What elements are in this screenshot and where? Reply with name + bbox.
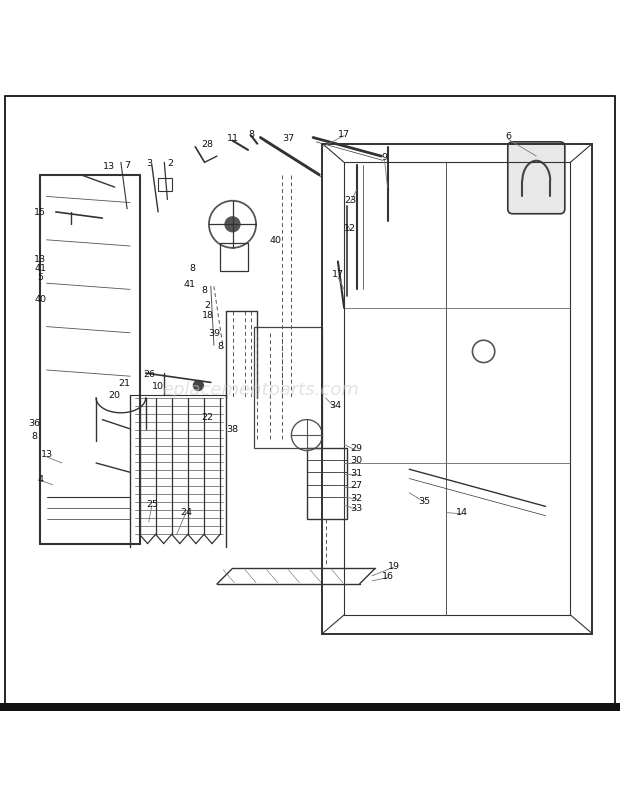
Text: 29: 29 bbox=[350, 443, 363, 452]
Text: 20: 20 bbox=[108, 391, 121, 400]
Text: 35: 35 bbox=[418, 496, 431, 505]
Text: 37: 37 bbox=[282, 134, 294, 143]
Text: 8: 8 bbox=[248, 129, 254, 138]
Text: 2: 2 bbox=[167, 159, 174, 168]
Text: 34: 34 bbox=[329, 400, 341, 409]
Circle shape bbox=[225, 218, 240, 232]
Text: 25: 25 bbox=[146, 499, 158, 508]
Text: 13: 13 bbox=[102, 161, 115, 171]
Text: 16: 16 bbox=[381, 572, 394, 581]
Text: 40: 40 bbox=[270, 236, 282, 245]
Bar bbox=[0, 703, 620, 711]
Text: 38: 38 bbox=[226, 425, 239, 434]
Text: 32: 32 bbox=[350, 493, 363, 502]
Text: 15: 15 bbox=[34, 208, 46, 217]
Text: 41: 41 bbox=[34, 264, 46, 273]
Text: 13: 13 bbox=[40, 450, 53, 459]
Text: 10: 10 bbox=[152, 381, 164, 390]
Bar bbox=[220, 243, 248, 271]
Text: 5: 5 bbox=[37, 273, 43, 282]
Text: 3: 3 bbox=[146, 159, 152, 168]
Text: 13: 13 bbox=[34, 255, 46, 263]
Text: 41: 41 bbox=[183, 279, 195, 288]
Text: 30: 30 bbox=[350, 456, 363, 465]
Text: 22: 22 bbox=[202, 413, 214, 422]
Text: 9: 9 bbox=[381, 153, 388, 161]
Bar bbox=[307, 448, 347, 520]
Text: 31: 31 bbox=[350, 468, 363, 477]
Text: 36: 36 bbox=[28, 418, 40, 428]
Text: 26: 26 bbox=[143, 369, 155, 378]
Text: 23: 23 bbox=[344, 196, 356, 205]
Text: 21: 21 bbox=[118, 378, 130, 387]
Bar bbox=[158, 178, 172, 192]
Circle shape bbox=[193, 381, 203, 391]
Text: 33: 33 bbox=[350, 503, 363, 512]
Text: 11: 11 bbox=[226, 134, 239, 143]
Text: 17: 17 bbox=[338, 129, 350, 138]
Text: 8: 8 bbox=[217, 341, 223, 350]
Text: 27: 27 bbox=[350, 481, 363, 490]
Text: 40: 40 bbox=[34, 295, 46, 304]
Text: 12: 12 bbox=[344, 223, 356, 233]
Text: 4: 4 bbox=[37, 475, 43, 483]
Text: 8: 8 bbox=[31, 431, 37, 440]
Text: 7: 7 bbox=[124, 161, 130, 169]
Text: 6: 6 bbox=[505, 132, 511, 141]
Text: 24: 24 bbox=[180, 507, 192, 516]
Text: 28: 28 bbox=[202, 140, 214, 149]
Text: 8: 8 bbox=[189, 264, 195, 273]
Text: 2: 2 bbox=[205, 301, 211, 310]
Text: 8: 8 bbox=[202, 286, 208, 295]
Text: 17: 17 bbox=[332, 270, 344, 279]
Text: 14: 14 bbox=[456, 507, 468, 516]
Text: 39: 39 bbox=[208, 329, 220, 338]
Bar bbox=[254, 327, 322, 448]
Text: 19: 19 bbox=[388, 561, 400, 570]
FancyBboxPatch shape bbox=[508, 143, 565, 214]
Text: eplacementparts.com: eplacementparts.com bbox=[162, 380, 359, 398]
Text: 18: 18 bbox=[202, 310, 214, 320]
